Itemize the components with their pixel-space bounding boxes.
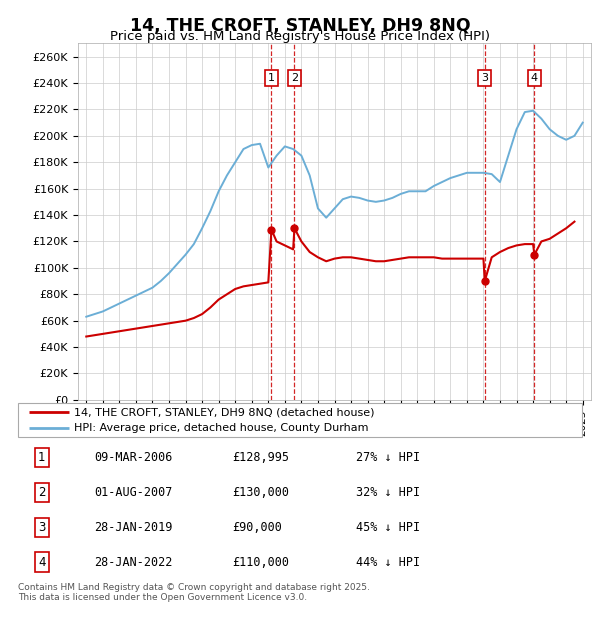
Text: £110,000: £110,000 xyxy=(232,556,289,569)
FancyBboxPatch shape xyxy=(18,403,582,437)
Text: 1: 1 xyxy=(268,73,275,82)
Text: 27% ↓ HPI: 27% ↓ HPI xyxy=(356,451,421,464)
Text: 2: 2 xyxy=(291,73,298,82)
Text: HPI: Average price, detached house, County Durham: HPI: Average price, detached house, Coun… xyxy=(74,423,369,433)
Text: 32% ↓ HPI: 32% ↓ HPI xyxy=(356,486,421,499)
Text: £128,995: £128,995 xyxy=(232,451,289,464)
Text: Price paid vs. HM Land Registry's House Price Index (HPI): Price paid vs. HM Land Registry's House … xyxy=(110,30,490,43)
Text: 4: 4 xyxy=(38,556,46,569)
Text: 28-JAN-2022: 28-JAN-2022 xyxy=(94,556,173,569)
Text: £130,000: £130,000 xyxy=(232,486,289,499)
Text: Contains HM Land Registry data © Crown copyright and database right 2025.
This d: Contains HM Land Registry data © Crown c… xyxy=(18,583,370,602)
Text: £90,000: £90,000 xyxy=(232,521,282,534)
Text: 4: 4 xyxy=(531,73,538,82)
Text: 09-MAR-2006: 09-MAR-2006 xyxy=(94,451,173,464)
Text: 1: 1 xyxy=(38,451,46,464)
Text: 44% ↓ HPI: 44% ↓ HPI xyxy=(356,556,421,569)
Text: 3: 3 xyxy=(481,73,488,82)
Text: 14, THE CROFT, STANLEY, DH9 8NQ (detached house): 14, THE CROFT, STANLEY, DH9 8NQ (detache… xyxy=(74,407,375,417)
Text: 28-JAN-2019: 28-JAN-2019 xyxy=(94,521,173,534)
Text: 3: 3 xyxy=(38,521,46,534)
Text: 2: 2 xyxy=(38,486,46,499)
Text: 45% ↓ HPI: 45% ↓ HPI xyxy=(356,521,421,534)
Text: 14, THE CROFT, STANLEY, DH9 8NQ: 14, THE CROFT, STANLEY, DH9 8NQ xyxy=(130,17,470,35)
Text: 01-AUG-2007: 01-AUG-2007 xyxy=(94,486,173,499)
